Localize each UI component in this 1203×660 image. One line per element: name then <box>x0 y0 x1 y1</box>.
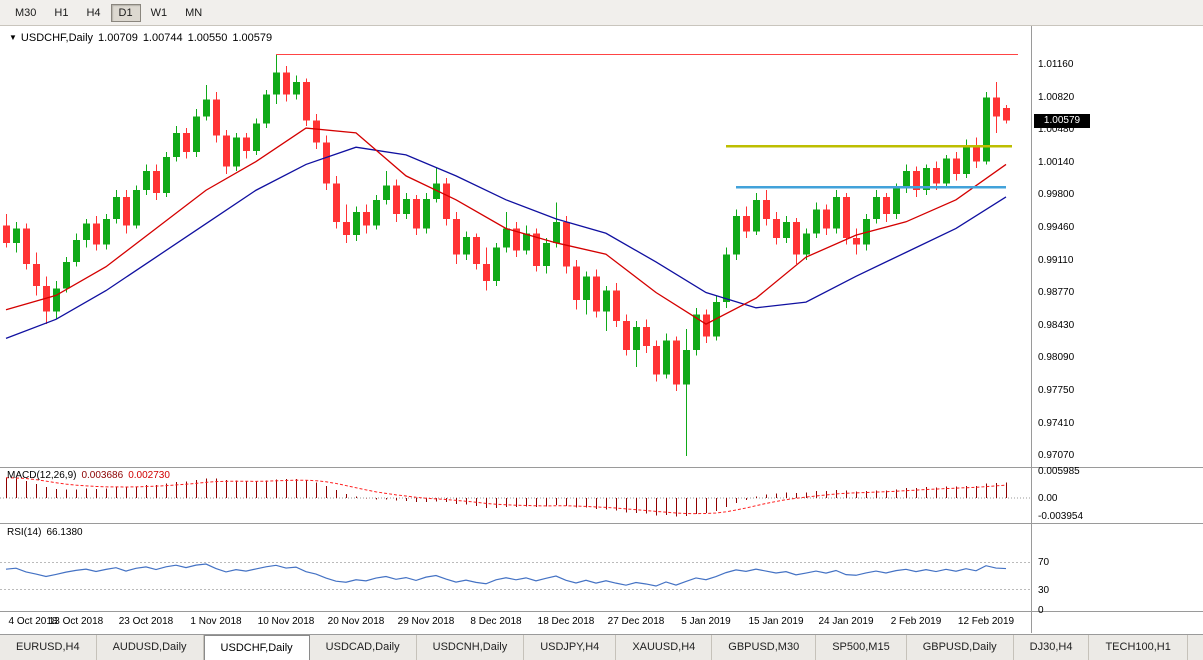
time-axis-label: 15 Jan 2019 <box>748 616 804 627</box>
timeframe-button-h4[interactable]: H4 <box>86 6 101 19</box>
chart-tab-xauusd-h4[interactable]: XAUUSD,H4 <box>616 635 713 660</box>
price-axis-label: 0.98770 <box>1038 287 1075 299</box>
rsi-name: RSI(14) <box>7 527 42 538</box>
macd-axis-label: -0.003954 <box>1038 510 1084 522</box>
pane-divider-macd-rsi[interactable] <box>0 523 1203 524</box>
main-price-pane[interactable] <box>0 26 1031 467</box>
chart-tab-tech100-h1[interactable]: TECH100,H1 <box>1089 635 1188 660</box>
macd-axis-label: 0.00 <box>1038 493 1058 504</box>
chart-window: ▼ USDCHF,Daily 1.00709 1.00744 1.00550 1.0057… <box>0 26 1203 634</box>
price-axis-label: 0.99110 <box>1038 254 1074 266</box>
timeframe-buttons: M30 H1 H4 D1 W1 MN <box>6 3 211 22</box>
timeframe-button-h1[interactable]: H1 <box>54 6 69 19</box>
time-axis-label: 27 Dec 2018 <box>607 616 665 627</box>
ohlc-close: 1.00579 <box>232 32 273 44</box>
time-axis-label: 1 Nov 2018 <box>190 616 242 627</box>
macd-indicator-label: MACD(12,26,9) 0.003686 0.002730 <box>7 470 175 481</box>
time-axis-label: 29 Nov 2018 <box>397 616 455 627</box>
pane-divider-rsi-dates <box>0 611 1203 612</box>
macd-main-value: 0.003686 <box>81 470 124 481</box>
chart-tab-dj30-h4[interactable]: DJ30,H4 <box>1014 635 1090 660</box>
time-axis-label: 5 Jan 2019 <box>681 616 731 627</box>
time-axis-label: 24 Jan 2019 <box>818 616 874 627</box>
candles-layer <box>3 54 1010 457</box>
time-axis-label: 23 Oct 2018 <box>118 616 174 627</box>
timeframe-button-mn[interactable]: MN <box>185 6 203 19</box>
current-price-tag: 1.00579 <box>1034 113 1090 128</box>
chart-tab-usdcad-daily[interactable]: USDCAD,Daily <box>310 635 417 660</box>
price-axis[interactable]: 1.00579 1.01160 1.00820 1.00480 1.00140 0.99… <box>1032 26 1203 633</box>
price-axis-divider <box>1031 26 1032 633</box>
macd-name: MACD(12,26,9) <box>7 470 77 481</box>
time-axis[interactable]: 4 Oct 2018 13 Oct 2018 23 Oct 2018 1 Nov 20… <box>0 612 1031 633</box>
time-axis-label: 20 Nov 2018 <box>327 616 385 627</box>
price-axis-label: 1.00820 <box>1038 91 1075 103</box>
time-axis-label: 18 Dec 2018 <box>537 616 595 627</box>
rsi-indicator-label: RSI(14) 66.1380 <box>7 527 88 538</box>
timeframe-button-m30[interactable]: M30 <box>15 6 37 19</box>
chart-symbol-label: USDCHF,Daily <box>20 32 94 44</box>
time-axis-label: 2 Feb 2019 <box>890 616 942 627</box>
price-axis-label: 0.98090 <box>1038 352 1075 364</box>
price-axis-label: 0.98430 <box>1038 319 1075 331</box>
macd-signal-value: 0.002730 <box>128 470 170 481</box>
time-axis-label: 8 Dec 2018 <box>470 616 522 627</box>
macd-histogram <box>6 477 1007 517</box>
fast-ma-line <box>5 127 1007 325</box>
chart-tab-gbpusd-m30[interactable]: GBPUSD,M30 <box>712 635 817 660</box>
time-axis-label: 13 Oct 2018 <box>48 616 104 627</box>
chevron-down-icon[interactable]: ▼ <box>9 33 17 42</box>
horizontal-level-lines <box>276 53 1018 189</box>
rsi-axis-label: 0 <box>1038 605 1044 616</box>
chart-tab-usdchf-daily[interactable]: USDCHF,Daily <box>203 635 310 660</box>
rsi-line <box>5 563 1007 587</box>
macd-axis-label: 0.005985 <box>1038 466 1080 478</box>
chart-tab-audusd-daily[interactable]: AUDUSD,Daily <box>97 635 204 660</box>
slow-ma-line <box>5 146 1007 340</box>
pane-divider-main-macd[interactable] <box>0 467 1203 468</box>
rsi-axis-label: 30 <box>1038 584 1050 596</box>
price-axis-label: 0.97750 <box>1038 384 1075 396</box>
ohlc-low: 1.00550 <box>187 32 228 44</box>
chart-header: ▼ USDCHF,Daily 1.00709 1.00744 1.00550 1.0057… <box>9 32 277 44</box>
chart-tab-usdcnh-daily[interactable]: USDCNH,Daily <box>417 635 525 660</box>
timeframe-toolbar: M30 H1 H4 D1 W1 MN <box>0 0 1203 26</box>
chart-tab-eurusd-h4[interactable]: EURUSD,H4 <box>0 635 97 660</box>
chart-tab-usdjpy-h4[interactable]: USDJPY,H4 <box>524 635 617 660</box>
timeframe-button-d1[interactable]: D1 <box>110 3 141 22</box>
chart-tabs-bar: EURUSD,H4 AUDUSD,Daily USDCHF,Daily USDCAD,… <box>0 634 1203 660</box>
rsi-pane[interactable] <box>0 524 1031 611</box>
time-axis-label: 10 Nov 2018 <box>257 616 315 627</box>
rsi-value: 66.1380 <box>46 527 83 538</box>
macd-signal-line <box>5 477 1007 515</box>
price-axis-label: 0.99800 <box>1038 189 1075 201</box>
timeframe-button-w1[interactable]: W1 <box>150 6 168 19</box>
price-axis-label: 0.97410 <box>1038 417 1075 429</box>
ohlc-open: 1.00709 <box>98 32 138 44</box>
time-axis-label: 12 Feb 2019 <box>957 616 1015 627</box>
chart-tab-gbpusd-daily[interactable]: GBPUSD,Daily <box>907 635 1014 660</box>
rsi-axis-label: 70 <box>1038 557 1050 569</box>
chart-tab-sp500-m15[interactable]: SP500,M15 <box>816 635 907 660</box>
price-axis-label: 1.00140 <box>1038 156 1075 168</box>
price-axis-label: 0.97070 <box>1038 450 1075 461</box>
price-axis-label: 1.00480 <box>1038 124 1075 135</box>
price-axis-label: 0.99460 <box>1038 221 1075 233</box>
chart-tab-uk100-h1[interactable]: UK100,H1 <box>1188 635 1203 660</box>
time-axis-label: 4 Oct 2018 <box>8 616 58 627</box>
macd-pane[interactable] <box>0 468 1031 523</box>
ohlc-high: 1.00744 <box>142 32 183 44</box>
price-axis-label: 1.01160 <box>1038 59 1074 70</box>
